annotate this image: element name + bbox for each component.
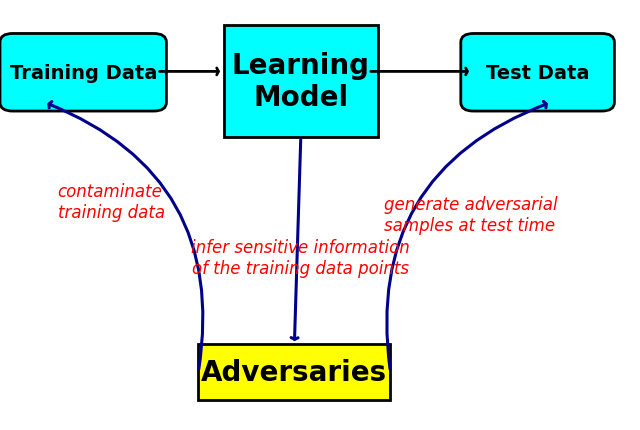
Text: Adversaries: Adversaries <box>202 358 387 386</box>
Text: Training Data: Training Data <box>10 64 157 83</box>
FancyBboxPatch shape <box>224 26 378 138</box>
Text: Test Data: Test Data <box>486 64 589 83</box>
FancyBboxPatch shape <box>461 34 614 112</box>
FancyBboxPatch shape <box>198 344 390 400</box>
Text: Learning
Model: Learning Model <box>232 52 370 112</box>
FancyBboxPatch shape <box>0 34 166 112</box>
Text: generate adversarial
samples at test time: generate adversarial samples at test tim… <box>384 196 557 234</box>
Text: infer sensitive information
of the training data points: infer sensitive information of the train… <box>191 239 410 277</box>
Text: contaminate
training data: contaminate training data <box>58 183 164 221</box>
